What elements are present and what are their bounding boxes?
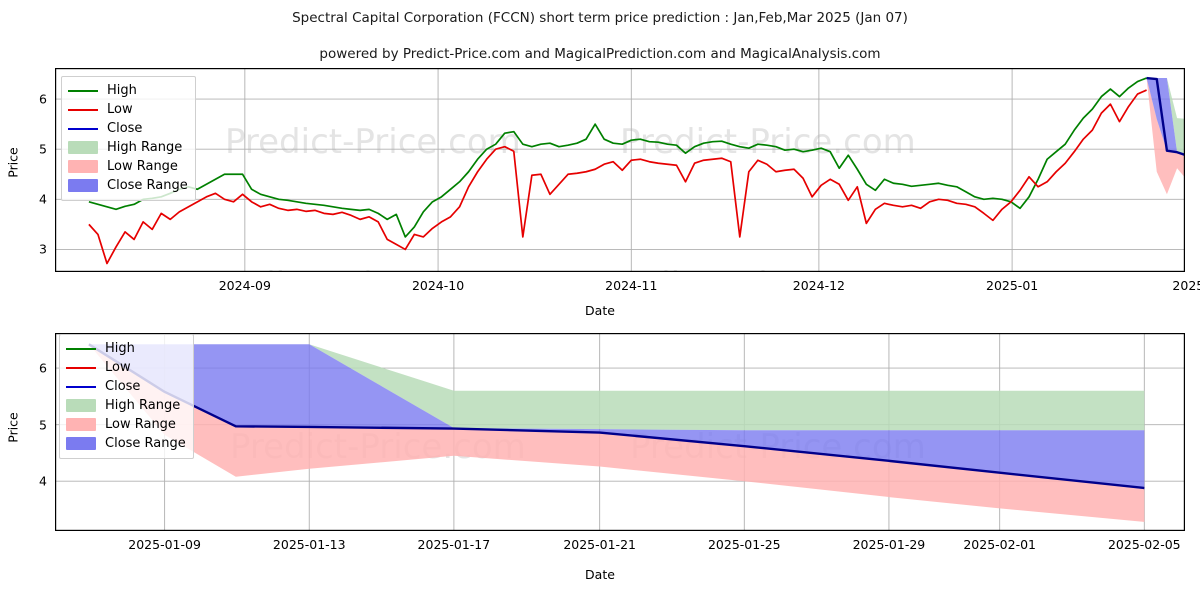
legend-patch-swatch-icon xyxy=(66,399,96,412)
bottom-x-tick: 2025-01-25 xyxy=(707,537,781,552)
legend-patch-swatch-icon xyxy=(68,179,98,192)
bottom-legend-item: Close xyxy=(66,377,186,396)
low-range-band xyxy=(88,344,1145,522)
top-x-tick: 2025-01 xyxy=(985,278,1039,293)
legend-item-label: Low Range xyxy=(107,159,178,174)
legend-item-label: High xyxy=(105,341,135,356)
low-range-band xyxy=(1146,78,1185,195)
legend-line-swatch-icon xyxy=(66,381,96,393)
bottom-legend-item: Low xyxy=(66,358,186,377)
top-x-tick: 2024-09 xyxy=(218,278,271,293)
page-subtitle: powered by Predict-Price.com and Magical… xyxy=(319,46,881,62)
watermark-text: Predict-Price.com xyxy=(595,265,891,272)
high-line xyxy=(88,77,1147,238)
legend-item-label: Close xyxy=(107,121,143,136)
close-range-band xyxy=(88,344,1145,490)
page-title: Spectral Capital Corporation (FCCN) shor… xyxy=(292,10,908,26)
top-legend-item: Low xyxy=(68,100,188,119)
watermark-text: Predict-Price.com xyxy=(620,122,916,162)
top-x-axis-label: Date xyxy=(585,303,615,318)
legend-item-label: High Range xyxy=(107,140,183,155)
legend-item-label: Low xyxy=(107,102,133,117)
bottom-y-tick: 6 xyxy=(39,360,47,376)
legend-patch-swatch-icon xyxy=(66,418,96,431)
legend-item-label: Close Range xyxy=(107,178,188,193)
legend-line-swatch-icon xyxy=(66,343,96,355)
bottom-x-tick: 2025-01-21 xyxy=(563,537,636,552)
bottom-chart-legend: High Low Close High Range Low Range Close Ran… xyxy=(59,334,194,459)
bottom-x-tick: 2025-01-29 xyxy=(852,537,926,552)
top-x-tick: 2024-11 xyxy=(605,278,658,293)
legend-item-label: Low Range xyxy=(105,417,176,432)
top-legend-item: Close Range xyxy=(68,176,188,195)
close-line xyxy=(88,343,1145,490)
bottom-x-tick: 2025-02-01 xyxy=(963,537,1036,552)
low-line xyxy=(88,89,1147,265)
top-x-tick: 2024-12 xyxy=(792,278,845,293)
top-y-tick: 4 xyxy=(39,191,47,207)
high-range-band xyxy=(1146,78,1185,154)
bottom-x-tick: 2025-01-13 xyxy=(272,537,346,552)
top-legend-item: Low Range xyxy=(68,157,188,176)
bottom-y-tick: 5 xyxy=(39,417,47,433)
high-range-band xyxy=(88,344,1145,431)
legend-line-swatch-icon xyxy=(68,104,98,116)
legend-item-label: High Range xyxy=(105,398,181,413)
bottom-legend-item: Low Range xyxy=(66,415,186,434)
legend-item-label: Close Range xyxy=(105,436,186,451)
top-legend-item: Close xyxy=(68,119,188,138)
bottom-legend-item: Close Range xyxy=(66,434,186,453)
bottom-y-tick: 4 xyxy=(39,473,47,489)
legend-line-swatch-icon xyxy=(68,123,98,135)
legend-item-label: Close xyxy=(105,379,141,394)
legend-patch-swatch-icon xyxy=(68,160,98,173)
bottom-x-tick: 2025-01-17 xyxy=(417,537,491,552)
legend-line-swatch-icon xyxy=(68,85,98,97)
legend-item-label: High xyxy=(107,83,137,98)
close-range-band xyxy=(1146,78,1185,157)
top-y-tick: 6 xyxy=(39,91,47,107)
top-legend-item: High Range xyxy=(68,138,188,157)
top-chart-svg: Predict-Price.com Predict-Price.com Predic… xyxy=(55,68,1185,272)
watermark-text: Predict-Price.com xyxy=(200,265,496,272)
watermark-text: Predict-Price.com xyxy=(225,122,521,162)
bottom-legend-item: High Range xyxy=(66,396,186,415)
top-y-tick: 3 xyxy=(39,241,47,257)
bottom-legend-item: High xyxy=(66,339,186,358)
legend-item-label: Low xyxy=(105,360,131,375)
top-x-tick: 2024-10 xyxy=(411,278,465,293)
top-chart-panel: Predict-Price.com Predict-Price.com Predic… xyxy=(55,68,1185,272)
top-legend-item: High xyxy=(68,81,188,100)
bottom-y-axis-label: Price xyxy=(5,412,21,443)
legend-line-swatch-icon xyxy=(66,362,96,374)
legend-patch-swatch-icon xyxy=(66,437,96,450)
top-x-tick: 2025-02 xyxy=(1172,278,1200,293)
bottom-x-tick: 2025-02-05 xyxy=(1107,537,1181,552)
bottom-x-tick: 2025-01-09 xyxy=(128,537,201,552)
legend-patch-swatch-icon xyxy=(68,141,98,154)
top-y-axis-label: Price xyxy=(5,147,21,178)
top-chart-legend: High Low Close High Range Low Range Close Ran… xyxy=(61,76,196,201)
top-y-tick: 5 xyxy=(39,141,47,157)
bottom-x-axis-label: Date xyxy=(585,567,615,582)
